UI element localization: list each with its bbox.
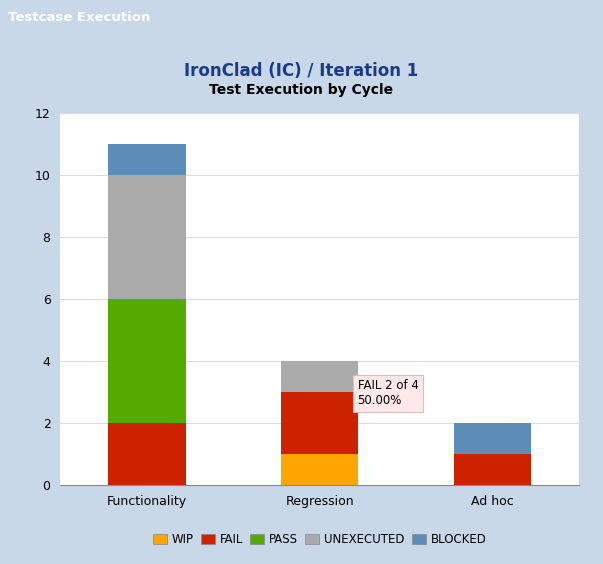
Bar: [453, 454, 531, 485]
Bar: [108, 423, 186, 485]
Text: FAIL 2 of 4
50.00%: FAIL 2 of 4 50.00%: [358, 380, 418, 407]
Text: Test Execution by Cycle: Test Execution by Cycle: [209, 83, 394, 97]
Bar: [108, 299, 186, 423]
Text: Testcase Execution: Testcase Execution: [8, 11, 150, 24]
Bar: [281, 392, 359, 454]
Bar: [108, 144, 186, 175]
Bar: [108, 175, 186, 299]
Legend: WIP, FAIL, PASS, UNEXECUTED, BLOCKED: WIP, FAIL, PASS, UNEXECUTED, BLOCKED: [148, 528, 491, 550]
Bar: [453, 423, 531, 454]
Bar: [281, 361, 359, 392]
Text: IronClad (IC) / Iteration 1: IronClad (IC) / Iteration 1: [185, 61, 418, 80]
Bar: [281, 454, 359, 485]
